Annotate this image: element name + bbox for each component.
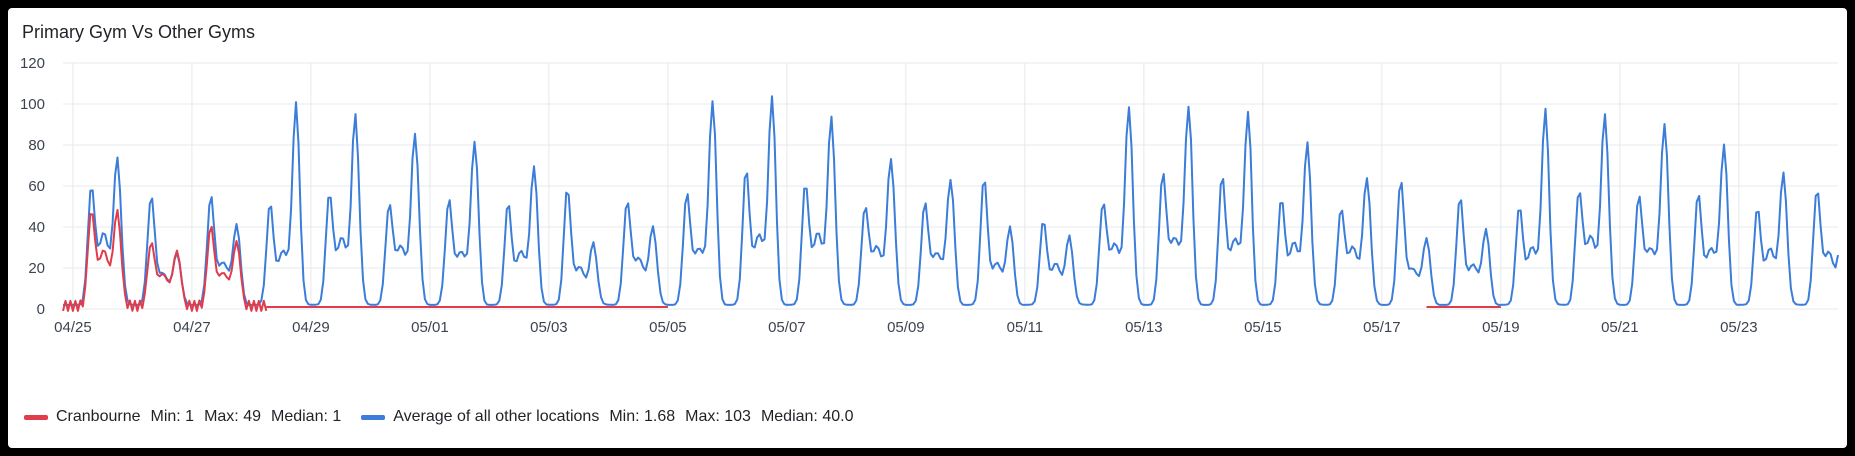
x-tick-label: 04/27 [173, 319, 211, 336]
x-tick-label: 05/15 [1244, 319, 1282, 336]
legend-min-cranbourne: Min: 1 [150, 408, 195, 425]
legend-label-cranbourne: Cranbourne [56, 408, 141, 425]
line-chart[interactable]: 0 20 40 60 80 100 120 04/25 04/27 04/29 05/01 05/03… [8, 8, 1847, 388]
x-tick-label: 05/23 [1720, 319, 1758, 336]
legend-item-average[interactable]: Average of all other locations Min: 1.68… [361, 408, 853, 426]
chart-title: Primary Gym Vs Other Gyms [22, 22, 256, 42]
x-tick-label: 05/19 [1482, 319, 1520, 336]
x-tick-label: 05/07 [768, 319, 806, 336]
legend-label-average: Average of all other locations [393, 408, 600, 425]
x-tick-label: 05/03 [530, 319, 568, 336]
legend-median-cranbourne: Median: 1 [271, 408, 342, 425]
chart-panel: Primary Gym Vs Other Gyms 0 20 40 60 80 100 12… [8, 8, 1847, 448]
series-line-cranbourne [62, 209, 268, 312]
legend-median-average: Median: 40.0 [760, 408, 854, 425]
legend-max-average: Max: 103 [685, 408, 751, 425]
legend-item-cranbourne[interactable]: Cranbourne Min: 1 Max: 49 Median: 1 [24, 408, 341, 426]
x-tick-label: 05/01 [411, 319, 449, 336]
x-tick-label: 05/05 [649, 319, 687, 336]
x-tick-label: 05/21 [1601, 319, 1639, 336]
x-tick-label: 05/09 [887, 319, 925, 336]
legend-max-cranbourne: Max: 49 [204, 408, 261, 425]
legend-swatch-cranbourne [24, 414, 48, 420]
legend-min-average: Min: 1.68 [609, 408, 676, 425]
x-tick-label: 05/17 [1363, 319, 1401, 336]
y-tick-label: 0 [37, 301, 45, 318]
y-tick-label: 60 [28, 178, 45, 195]
x-tick-label: 05/11 [1007, 319, 1043, 336]
y-tick-label: 40 [28, 219, 45, 236]
y-tick-label: 100 [20, 96, 45, 113]
legend: Cranbourne Min: 1 Max: 49 Median: 1 Aver… [24, 406, 873, 428]
x-tick-label: 04/29 [292, 319, 330, 336]
x-tick-label: 05/13 [1125, 319, 1163, 336]
legend-swatch-average [361, 414, 386, 420]
x-tick-label: 04/25 [54, 319, 92, 336]
y-tick-label: 20 [28, 260, 45, 277]
series-line-average [63, 95, 1839, 306]
y-tick-label: 80 [28, 137, 45, 154]
y-tick-label: 120 [20, 55, 45, 72]
